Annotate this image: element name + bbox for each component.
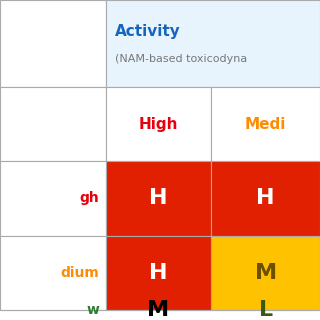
Text: High: High — [139, 116, 178, 132]
Text: Medi: Medi — [245, 116, 286, 132]
Text: w: w — [86, 303, 99, 317]
Text: gh: gh — [79, 191, 99, 205]
Text: M: M — [147, 300, 170, 320]
FancyBboxPatch shape — [211, 236, 320, 310]
Text: L: L — [259, 300, 273, 320]
FancyBboxPatch shape — [211, 161, 320, 236]
FancyBboxPatch shape — [106, 161, 211, 236]
Text: H: H — [149, 263, 168, 283]
FancyBboxPatch shape — [211, 87, 320, 161]
FancyBboxPatch shape — [106, 87, 211, 161]
FancyBboxPatch shape — [0, 87, 106, 161]
FancyBboxPatch shape — [0, 236, 106, 310]
FancyBboxPatch shape — [106, 0, 320, 87]
FancyBboxPatch shape — [0, 0, 106, 87]
Text: H: H — [149, 188, 168, 208]
FancyBboxPatch shape — [0, 161, 106, 236]
Text: H: H — [256, 188, 275, 208]
FancyBboxPatch shape — [106, 236, 211, 310]
Text: dium: dium — [60, 266, 99, 280]
Text: Activity: Activity — [115, 23, 181, 38]
Text: (NAM-based toxicodyna: (NAM-based toxicodyna — [115, 54, 247, 64]
Text: M: M — [254, 263, 277, 283]
